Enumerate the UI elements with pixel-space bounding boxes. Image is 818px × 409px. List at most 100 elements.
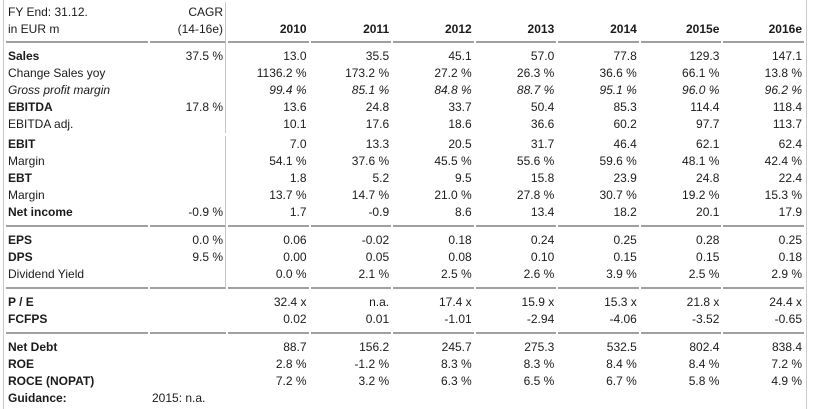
value-cell: 60.2	[613, 117, 637, 131]
value-cell: 66.1 %	[682, 66, 720, 80]
row-fcfps: FCFPS 0.02 0.01 -1.01 -2.94 -4.06 -3.52 -0.65	[6, 311, 804, 334]
value-cell: -4.06	[558, 311, 639, 334]
value-cell: 15.3 x	[604, 295, 637, 309]
value-cell: 15.8	[530, 171, 555, 185]
value-cell: 33.7	[448, 100, 472, 114]
row-dps: DPS 9.5 % 0.00 0.05 0.08 0.10 0.15 0.15 0.18	[6, 249, 804, 266]
value-cell: 27.2 %	[434, 66, 472, 80]
value-cell: -1.01	[393, 311, 474, 334]
row-label: ROE	[8, 357, 35, 371]
value-cell: 0.25	[613, 233, 637, 247]
value-cell: 24.4 x	[769, 295, 802, 309]
row-label: DPS	[8, 250, 33, 264]
value-cell: 156.2	[359, 340, 390, 354]
value-cell: 8.4 %	[688, 357, 720, 371]
row-ebt: EBT 1.8 5.2 9.5 15.8 23.9 24.8 22.4	[6, 170, 804, 187]
value-cell: 7.0	[289, 137, 307, 151]
row-guidance: Guidance: 2015: n.a.	[6, 390, 804, 407]
cagr-cell	[150, 153, 226, 170]
value-cell: 275.3	[524, 340, 555, 354]
value-cell: 1.8	[289, 171, 307, 185]
row-label: Gross profit margin	[8, 83, 111, 97]
value-cell: 2.8 %	[275, 357, 307, 371]
value-cell: -0.9	[310, 204, 392, 227]
value-cell: 7.2 %	[275, 374, 307, 388]
cagr-cell	[150, 373, 226, 390]
value-cell: 13.6	[283, 100, 307, 114]
value-cell: 8.3 %	[523, 357, 555, 371]
value-cell: 13.4	[475, 204, 557, 227]
value-cell: 48.1 %	[682, 154, 720, 168]
value-cell: 36.6 %	[599, 66, 637, 80]
cagr-period-label: (14-16e)	[177, 22, 223, 36]
value-cell: 1136.2 %	[256, 66, 307, 80]
row-eps: EPS 0.0 % 0.06 -0.02 0.18 0.24 0.25 0.28 0.25	[6, 227, 804, 249]
value-cell: 14.7 %	[351, 188, 390, 202]
value-cell: 57.0	[530, 49, 555, 63]
value-cell: 13.8 %	[764, 66, 802, 80]
year-header-2011: 2011	[310, 2, 392, 43]
cagr-cell: 9.5 %	[150, 249, 226, 266]
value-cell: 129.3	[689, 49, 720, 63]
year-header-2012: 2012	[393, 2, 474, 43]
value-cell: 45.5 %	[434, 154, 472, 168]
year-header-2014: 2014	[558, 2, 639, 43]
value-cell: 13.0	[283, 49, 307, 63]
value-cell: 24.8	[365, 100, 390, 114]
value-cell: 31.7	[530, 137, 555, 151]
value-cell: 4.9 %	[771, 374, 802, 388]
value-cell: -2.94	[475, 311, 557, 334]
cagr-cell	[150, 136, 226, 153]
value-cell: 2.5 %	[393, 266, 474, 289]
value-cell: 17.9	[723, 204, 804, 227]
value-cell: 30.7 %	[599, 188, 637, 202]
value-cell: -1.2 %	[354, 357, 390, 371]
value-cell: 54.1 %	[269, 154, 307, 168]
value-cell: 26.3 %	[516, 66, 555, 80]
cagr-cell	[150, 82, 226, 99]
guidance-value: 2015: n.a.	[152, 391, 206, 405]
value-cell: 6.5 %	[523, 374, 555, 388]
row-roce-nopat: ROCE (NOPAT) 7.2 % 3.2 % 6.3 % 6.5 % 6.7 % 5.8…	[6, 373, 804, 390]
row-label: Change Sales yoy	[8, 66, 106, 80]
value-cell: 5.2	[372, 171, 390, 185]
cagr-column-header: CAGR (14-16e)	[150, 2, 226, 43]
value-cell: 0.01	[310, 311, 392, 334]
year-header-2013: 2013	[475, 2, 557, 43]
value-cell: -0.65	[723, 311, 804, 334]
value-cell: n.a.	[369, 295, 390, 309]
value-cell: 59.6 %	[599, 154, 637, 168]
value-cell: 10.1	[283, 117, 307, 131]
value-cell: 17.6	[365, 117, 390, 131]
value-cell: 0.10	[530, 250, 555, 264]
row-label: FCFPS	[6, 311, 148, 334]
value-cell: 0.15	[613, 250, 637, 264]
value-cell: 0.15	[696, 250, 720, 264]
value-cell: 173.2 %	[345, 66, 390, 80]
cagr-cell	[150, 289, 226, 311]
row-label: Sales	[8, 49, 40, 63]
row-label: ROCE (NOPAT)	[8, 374, 95, 388]
value-cell: 0.0 %	[228, 266, 309, 289]
financials-table: FY End: 31.12. in EUR m CAGR (14-16e) 20…	[4, 2, 806, 407]
currency-unit-label: in EUR m	[8, 22, 60, 36]
value-cell: 62.4	[778, 137, 802, 151]
row-label: Guidance:	[8, 391, 67, 405]
row-label: EPS	[8, 233, 33, 247]
table-header: FY End: 31.12. in EUR m CAGR (14-16e) 20…	[6, 2, 804, 43]
year-header-2010: 2010	[228, 2, 309, 43]
value-cell: 2.6 %	[475, 266, 557, 289]
row-ebit: EBIT 7.0 13.3 20.5 31.7 46.4 62.1 62.4	[6, 136, 804, 153]
row-label: Net Debt	[8, 340, 58, 354]
value-cell: 147.1	[771, 49, 802, 63]
row-roe: ROE 2.8 % -1.2 % 8.3 % 8.3 % 8.4 % 8.4 % 7.2 %	[6, 356, 804, 373]
cagr-cell: -0.9 %	[150, 204, 226, 227]
value-cell: 99.4 %	[269, 83, 307, 97]
value-cell: 35.5	[365, 49, 390, 63]
value-cell: 0.18	[778, 250, 802, 264]
value-cell: 0.28	[696, 233, 720, 247]
value-cell: 45.1	[448, 49, 472, 63]
row-label: Margin	[8, 188, 45, 202]
value-cell: 7.2 %	[771, 357, 802, 371]
corner-header: FY End: 31.12. in EUR m	[6, 2, 148, 43]
